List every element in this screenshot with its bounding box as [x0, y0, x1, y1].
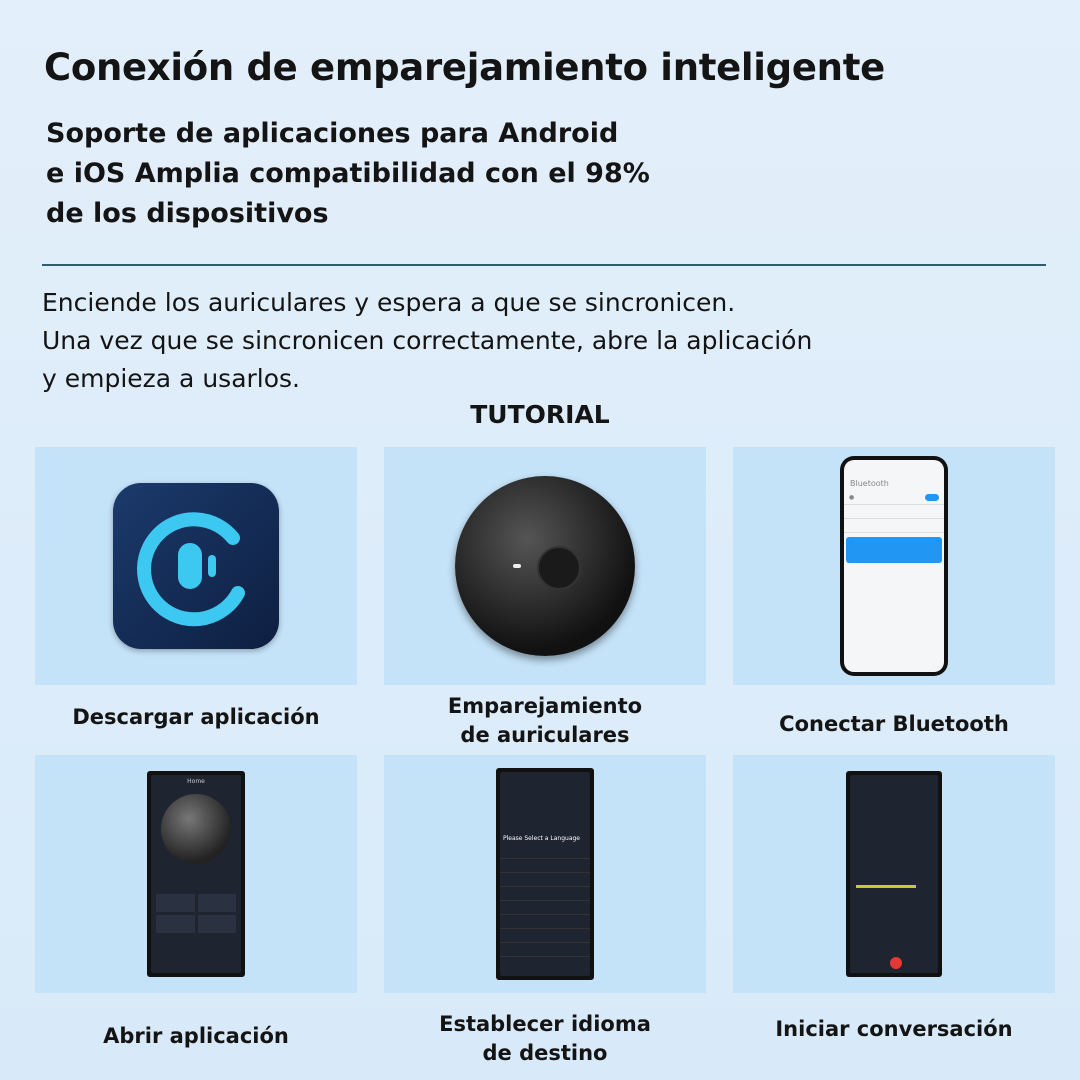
earbud-image	[455, 476, 635, 656]
step-card-bluetooth: Bluetooth ●	[733, 447, 1055, 685]
step-card-pairing	[384, 447, 706, 685]
step-label: Conectar Bluetooth	[779, 712, 1009, 736]
divider	[42, 264, 1046, 266]
step-label-line: de destino	[482, 1041, 608, 1065]
step-card-open-app: Home	[35, 755, 357, 993]
step-label-line: Establecer idioma	[439, 1012, 651, 1036]
instruction-line: Enciende los auriculares y espera a que …	[42, 288, 736, 317]
instruction-line: y empieza a usarlos.	[42, 364, 301, 393]
screen-title: Home	[187, 778, 205, 785]
instruction-line: Una vez que se sincronicen correctamente…	[42, 326, 813, 355]
step-label: Emparejamiento de auriculares	[384, 692, 706, 750]
subtitle: Soporte de aplicaciones para Android e i…	[46, 114, 650, 234]
subtitle-line: de los dispositivos	[46, 198, 329, 229]
subtitle-line: Soporte de aplicaciones para Android	[46, 118, 619, 149]
page-title: Conexión de emparejamiento inteligente	[44, 46, 885, 89]
step-card-conversation	[733, 755, 1055, 993]
screen-title: Bluetooth	[850, 479, 889, 488]
phone-language-screen: Please Select a Language	[496, 768, 594, 980]
step-label: Iniciar conversación	[775, 1017, 1013, 1041]
screen-title: Please Select a Language	[503, 835, 580, 842]
step-card-download	[35, 447, 357, 685]
step-label: Abrir aplicación	[103, 1024, 289, 1048]
phone-conversation-screen	[846, 771, 942, 977]
tutorial-heading: TUTORIAL	[470, 400, 610, 429]
subtitle-line: e iOS Amplia compatibilidad con el 98%	[46, 158, 650, 189]
step-card-language: Please Select a Language	[384, 755, 706, 993]
step-label: Descargar aplicación	[72, 705, 320, 729]
step-label-line: de auriculares	[460, 723, 630, 747]
phone-bluetooth-screen: Bluetooth ●	[840, 456, 948, 676]
phone-home-screen: Home	[147, 771, 245, 977]
step-label: Establecer idioma de destino	[384, 1010, 706, 1068]
step-label-line: Emparejamiento	[447, 694, 643, 718]
app-icon	[113, 483, 279, 649]
instructions: Enciende los auriculares y espera a que …	[42, 284, 812, 398]
